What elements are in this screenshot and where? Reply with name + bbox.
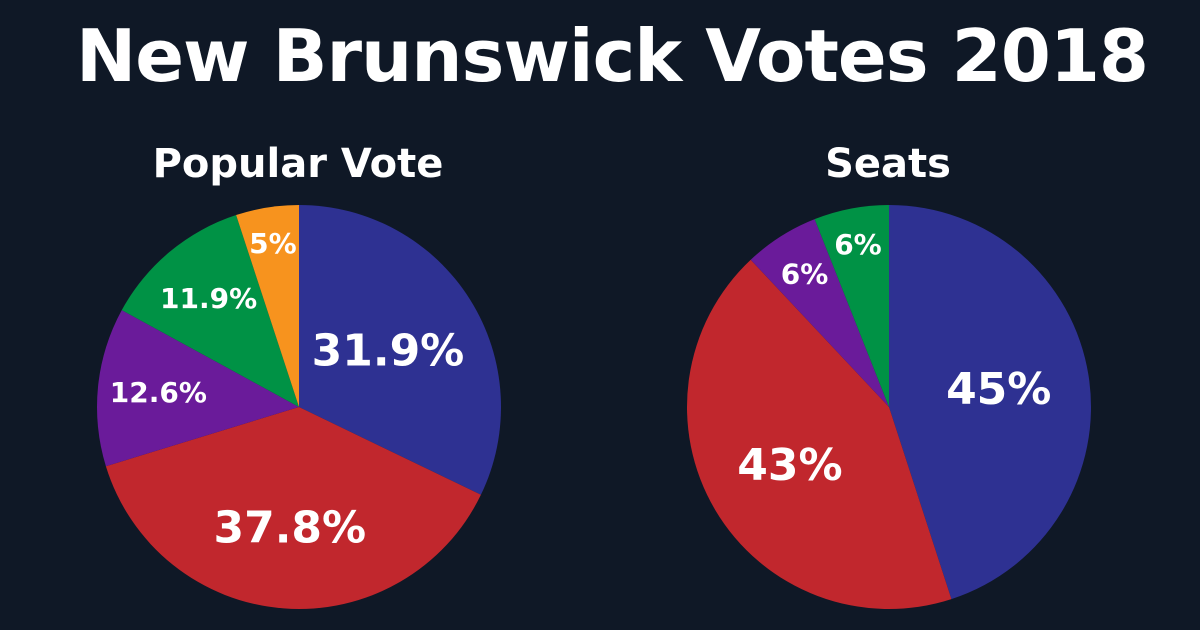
slice-label-0-2: 12.6%: [110, 376, 207, 409]
slice-1-3: [814, 205, 889, 407]
slice-label-1-0: 45%: [946, 364, 1051, 415]
slice-0-3: [121, 215, 299, 407]
popular-vote-pie: 31.9% 37.8% 12.6% 11.9% 5%: [96, 205, 501, 609]
slice-label-1-1: 43%: [737, 440, 842, 491]
popular-vote-title: Popular Vote: [152, 141, 444, 187]
slice-0-2: [96, 310, 299, 467]
slice-label-1-3: 6%: [834, 228, 882, 261]
slice-1-0: [889, 205, 1091, 600]
main-title: New Brunswick Votes 2018: [75, 14, 1149, 98]
slice-label-1-2: 6%: [781, 257, 829, 290]
slice-label-0-3: 11.9%: [160, 282, 257, 315]
slice-0-0: [299, 205, 501, 495]
slice-label-0-1: 37.8%: [213, 502, 366, 553]
slice-0-1: [105, 407, 481, 609]
slice-label-0-4: 5%: [249, 227, 297, 260]
slice-1-1: [687, 259, 952, 609]
slice-1-2: [750, 219, 889, 407]
slice-0-4: [236, 205, 299, 407]
seats-title: Seats: [825, 141, 951, 187]
slice-label-0-0: 31.9%: [312, 326, 465, 377]
